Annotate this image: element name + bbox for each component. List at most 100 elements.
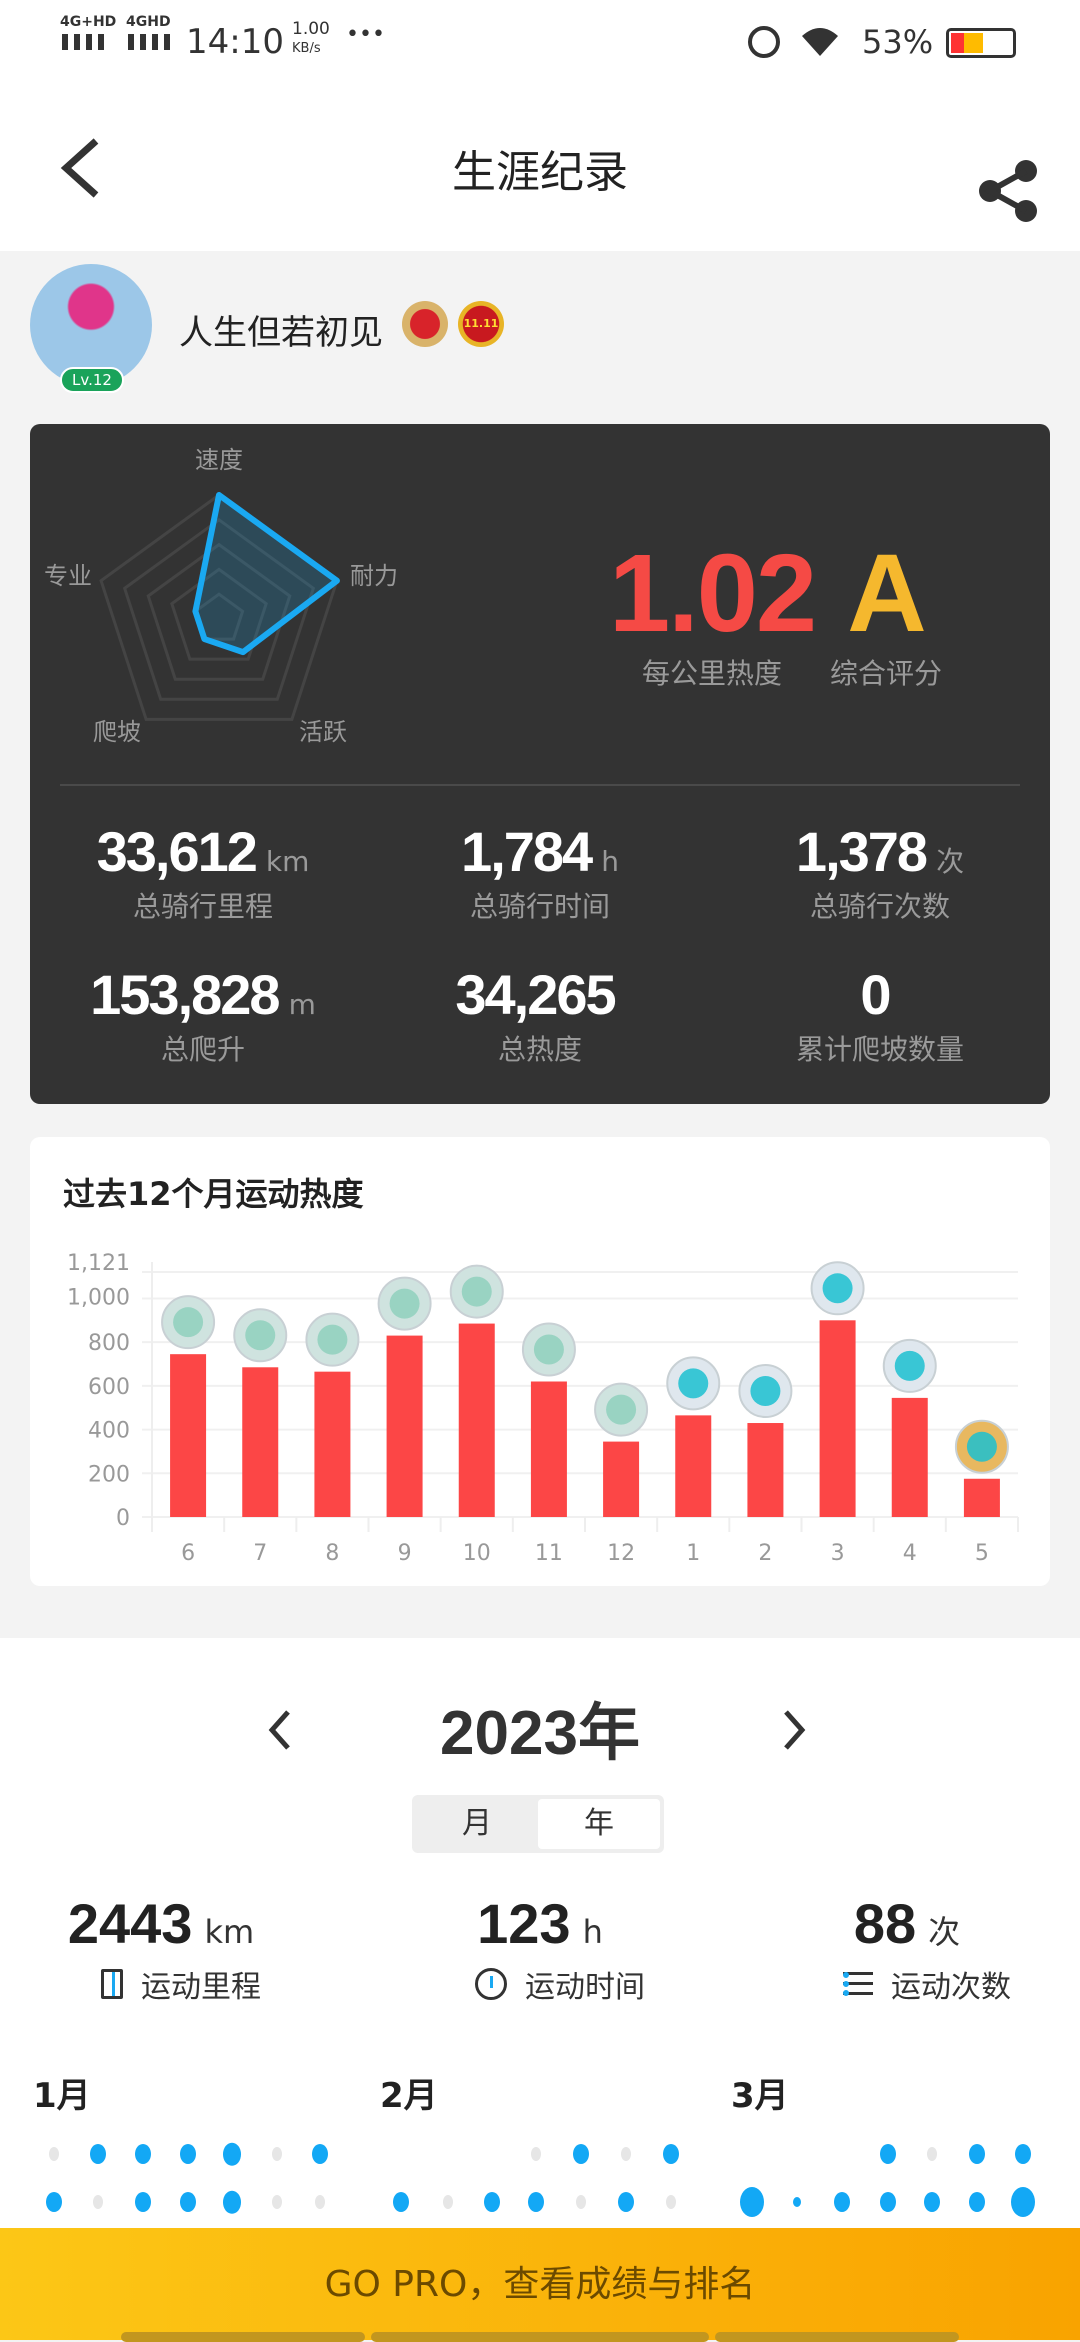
activity-dot[interactable] <box>223 2142 241 2166</box>
activity-dot[interactable] <box>90 2144 106 2164</box>
activity-dot[interactable] <box>880 2192 896 2212</box>
activity-dot[interactable] <box>135 2192 151 2212</box>
battery-percent: 53% <box>862 23 934 61</box>
activity-dot[interactable] <box>135 2144 151 2164</box>
activity-dot[interactable] <box>666 2195 676 2209</box>
radar-area <box>192 492 340 656</box>
radar-ring <box>146 542 292 681</box>
bar-12[interactable] <box>603 1441 640 1517</box>
activity-dot[interactable] <box>621 2147 631 2161</box>
medal-center <box>822 1273 853 1304</box>
rating-value: A <box>847 532 926 655</box>
medal-center <box>173 1307 204 1338</box>
prev-year-button[interactable] <box>266 1708 294 1752</box>
activity-dot[interactable] <box>315 2195 325 2209</box>
y-tick-label: 600 <box>88 1375 130 1400</box>
activity-dot[interactable] <box>312 2144 328 2164</box>
activity-dot[interactable] <box>924 2192 940 2212</box>
stat-label: 总骑行次数 <box>809 890 951 924</box>
radar-axis-label: 专业 <box>44 562 92 590</box>
activity-dot[interactable] <box>834 2192 850 2212</box>
bar-4[interactable] <box>891 1397 928 1517</box>
bar-7[interactable] <box>242 1367 279 1517</box>
activity-dot[interactable] <box>576 2195 586 2209</box>
avatar[interactable] <box>30 264 152 386</box>
bar-3[interactable] <box>819 1320 856 1517</box>
activity-dot[interactable] <box>93 2195 103 2209</box>
bar-11[interactable] <box>530 1381 567 1517</box>
tab-month[interactable]: 月 <box>462 1806 492 1841</box>
activity-dot[interactable] <box>531 2147 541 2161</box>
year-section: 2023年 月 年 2443 km 运动里程 123 h 运动时间 88 次 运动次数 1… <box>0 1638 1080 2340</box>
next-year-button[interactable] <box>780 1708 808 1752</box>
signal-icon <box>128 34 172 50</box>
bar-2[interactable] <box>747 1423 784 1517</box>
tab-placeholder <box>121 2332 365 2342</box>
stat-label: 累计爬坡数量 <box>795 1033 965 1067</box>
back-button[interactable] <box>58 137 102 199</box>
bar-6[interactable] <box>170 1354 207 1517</box>
y-tick-label: 1,000 <box>67 1285 130 1310</box>
more-icon: ••• <box>346 22 385 47</box>
user-name: 人生但若初见 <box>179 313 383 353</box>
activity-dot[interactable] <box>969 2144 985 2164</box>
activity-dot[interactable] <box>740 2187 764 2217</box>
bar-10[interactable] <box>458 1323 495 1517</box>
medal-center <box>894 1350 925 1381</box>
activity-dot[interactable] <box>272 2195 282 2209</box>
activity-dot[interactable] <box>272 2147 282 2161</box>
activity-dot[interactable] <box>46 2192 62 2212</box>
activity-dot[interactable] <box>1015 2144 1031 2164</box>
share-button[interactable] <box>976 159 1040 223</box>
road-icon <box>101 1969 123 1999</box>
rating-label: 综合评分 <box>829 657 943 691</box>
activity-dot[interactable] <box>793 2197 801 2207</box>
list-icon <box>843 1972 873 1996</box>
activity-dot[interactable] <box>927 2147 937 2161</box>
summary-label-row: 运动里程 <box>101 1962 261 2006</box>
activity-dot[interactable] <box>393 2192 409 2212</box>
activity-dot[interactable] <box>969 2192 985 2212</box>
battery-icon <box>946 28 1016 58</box>
x-tick-label: 6 <box>181 1541 195 1566</box>
medal-center <box>678 1368 709 1399</box>
bar-8[interactable] <box>314 1371 351 1517</box>
month-label: 2月 <box>380 2076 438 2116</box>
x-tick-label: 2 <box>758 1541 772 1566</box>
heat-per-km-label: 每公里热度 <box>641 657 783 691</box>
year-title: 2023年 <box>440 1699 640 1768</box>
x-tick-label: 10 <box>463 1541 491 1566</box>
activity-dot[interactable] <box>880 2144 896 2164</box>
activity-dot[interactable] <box>223 2190 241 2214</box>
activity-dot[interactable] <box>663 2144 679 2164</box>
stat-label: 总爬升 <box>160 1033 246 1067</box>
activity-dot[interactable] <box>443 2195 453 2209</box>
activity-dot[interactable] <box>180 2192 196 2212</box>
tab-year[interactable]: 年 <box>538 1799 660 1849</box>
summary-value: 88 次 <box>853 1892 961 1955</box>
x-tick-label: 9 <box>398 1541 412 1566</box>
divider <box>60 784 1020 786</box>
bar-5[interactable] <box>963 1478 1000 1517</box>
activity-dot[interactable] <box>573 2144 589 2164</box>
bar-9[interactable] <box>386 1335 423 1517</box>
medal-center <box>245 1320 276 1351</box>
activity-dot[interactable] <box>484 2192 500 2212</box>
heat-per-km-value: 1.02 <box>608 532 817 655</box>
badge-1111-icon[interactable]: 11.11 <box>458 301 504 347</box>
activity-dot[interactable] <box>618 2192 634 2212</box>
stat-label: 总热度 <box>497 1033 583 1067</box>
bar-1[interactable] <box>675 1415 712 1517</box>
medal-center <box>533 1334 564 1365</box>
x-tick-label: 3 <box>831 1541 845 1566</box>
medal-center <box>461 1276 492 1307</box>
status-bar: 4G+HD 4GHD 14:10 1.00 KB/s ••• 53% <box>0 0 1080 85</box>
go-pro-banner[interactable]: GO PRO，查看成绩与排名 <box>0 2228 1080 2342</box>
activity-dot[interactable] <box>49 2147 59 2161</box>
x-tick-label: 12 <box>607 1541 635 1566</box>
activity-dot[interactable] <box>1011 2187 1035 2217</box>
activity-dot[interactable] <box>528 2192 544 2212</box>
activity-dot[interactable] <box>180 2144 196 2164</box>
badge-icon[interactable] <box>402 301 448 347</box>
